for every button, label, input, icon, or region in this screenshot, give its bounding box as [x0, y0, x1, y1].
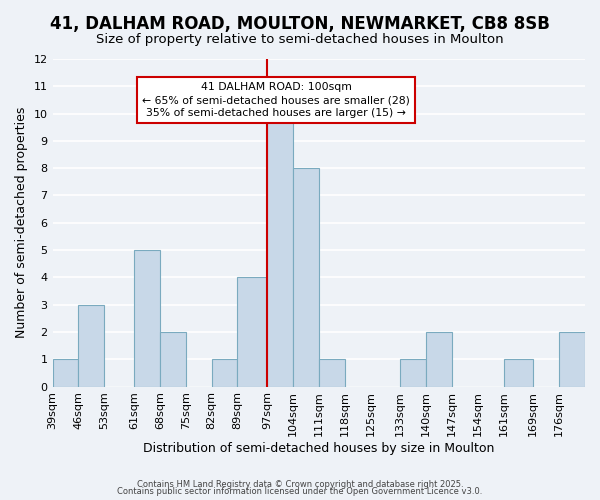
Bar [293, 168, 319, 386]
Bar [212, 360, 238, 386]
Bar [238, 278, 267, 386]
Bar [79, 304, 104, 386]
Bar [267, 114, 293, 386]
Text: 41, DALHAM ROAD, MOULTON, NEWMARKET, CB8 8SB: 41, DALHAM ROAD, MOULTON, NEWMARKET, CB8… [50, 15, 550, 33]
Bar [559, 332, 585, 386]
Bar [53, 360, 79, 386]
Bar [134, 250, 160, 386]
Bar [400, 360, 426, 386]
Bar [160, 332, 185, 386]
Y-axis label: Number of semi-detached properties: Number of semi-detached properties [15, 107, 28, 338]
Text: Contains HM Land Registry data © Crown copyright and database right 2025.: Contains HM Land Registry data © Crown c… [137, 480, 463, 489]
Bar [503, 360, 533, 386]
X-axis label: Distribution of semi-detached houses by size in Moulton: Distribution of semi-detached houses by … [143, 442, 494, 455]
Bar [319, 360, 344, 386]
Text: Size of property relative to semi-detached houses in Moulton: Size of property relative to semi-detach… [96, 32, 504, 46]
Text: 41 DALHAM ROAD: 100sqm
← 65% of semi-detached houses are smaller (28)
35% of sem: 41 DALHAM ROAD: 100sqm ← 65% of semi-det… [142, 82, 410, 118]
Text: Contains public sector information licensed under the Open Government Licence v3: Contains public sector information licen… [118, 487, 482, 496]
Bar [426, 332, 452, 386]
